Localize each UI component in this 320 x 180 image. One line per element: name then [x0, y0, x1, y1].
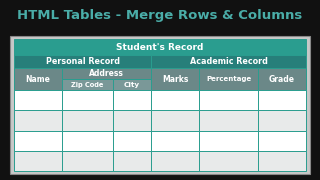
Bar — [10, 36, 310, 174]
Bar — [14, 39, 306, 55]
Bar — [14, 55, 151, 68]
Bar — [62, 79, 113, 90]
Bar — [14, 130, 62, 151]
Bar — [151, 90, 199, 110]
Bar — [62, 151, 113, 171]
Bar — [62, 110, 113, 130]
Bar — [14, 68, 62, 90]
Bar — [199, 68, 258, 90]
Bar — [199, 130, 258, 151]
Bar — [14, 151, 62, 171]
Bar — [199, 90, 258, 110]
Bar — [113, 151, 151, 171]
Text: Name: Name — [26, 75, 50, 84]
Bar — [151, 55, 306, 68]
Bar — [62, 130, 113, 151]
Text: Zip Code: Zip Code — [71, 82, 104, 87]
Bar — [113, 110, 151, 130]
Text: Grade: Grade — [269, 75, 295, 84]
Bar — [151, 130, 199, 151]
Text: City: City — [124, 82, 140, 87]
Bar — [258, 151, 306, 171]
Bar — [0, 0, 320, 30]
Bar — [258, 110, 306, 130]
Bar — [14, 110, 62, 130]
Text: HTML Tables - Merge Rows & Columns: HTML Tables - Merge Rows & Columns — [17, 8, 303, 21]
Bar — [14, 90, 62, 110]
Text: Academic Record: Academic Record — [190, 57, 268, 66]
Bar — [113, 130, 151, 151]
Bar — [258, 130, 306, 151]
Bar — [199, 151, 258, 171]
Bar — [151, 151, 199, 171]
Bar — [151, 110, 199, 130]
Text: Address: Address — [89, 69, 124, 78]
Bar — [113, 79, 151, 90]
Bar — [199, 110, 258, 130]
Bar — [258, 90, 306, 110]
Bar — [62, 90, 113, 110]
Bar — [258, 68, 306, 90]
Bar — [113, 90, 151, 110]
Text: Marks: Marks — [162, 75, 188, 84]
Text: Personal Record: Personal Record — [46, 57, 120, 66]
Bar — [151, 68, 199, 90]
Text: Student's Record: Student's Record — [116, 42, 204, 51]
Bar — [62, 68, 151, 79]
Text: Percentage: Percentage — [206, 76, 251, 82]
